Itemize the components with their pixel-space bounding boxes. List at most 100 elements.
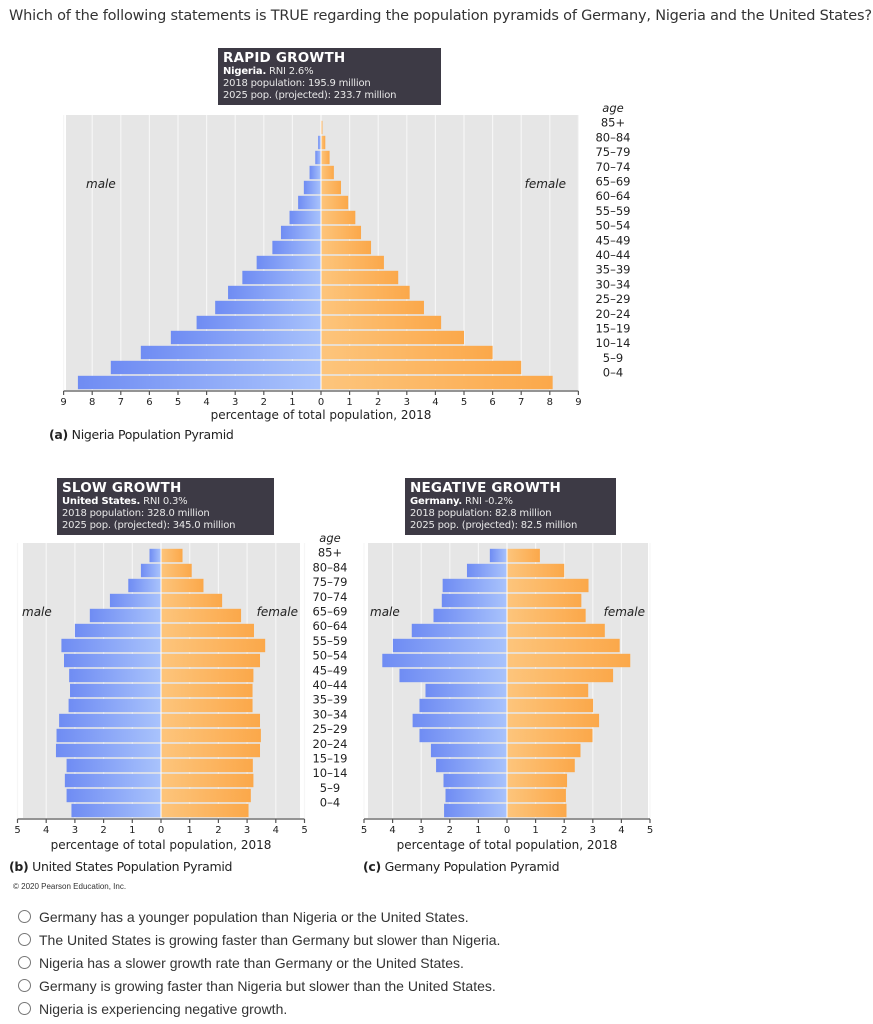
bar-male-75-79	[442, 578, 507, 593]
bar-male-45-49	[69, 668, 161, 683]
us-pop-2025: 2025 pop. (projected): 345.0 million	[62, 520, 236, 531]
bar-female-0-4	[321, 375, 553, 390]
age-label: 35–39	[595, 263, 630, 277]
x-tick-label: 5	[14, 825, 20, 836]
age-label: 75–79	[312, 575, 347, 589]
radio-button[interactable]	[18, 933, 31, 946]
bar-male-70-74	[109, 593, 161, 608]
bar-male-45-49	[399, 668, 507, 683]
option-label: Germany has a younger population than Ni…	[39, 908, 469, 925]
female-label: female	[604, 605, 645, 619]
bar-female-25-29	[161, 728, 261, 743]
bar-male-30-34	[59, 713, 161, 728]
age-label: 5–9	[320, 781, 340, 795]
radio-button[interactable]	[18, 910, 31, 923]
bar-female-80-84	[161, 563, 192, 578]
radio-button[interactable]	[18, 1002, 31, 1015]
x-tick-label: 1	[475, 825, 481, 836]
option-label: Germany is growing faster than Nigeria b…	[39, 977, 496, 994]
bar-male-35-39	[68, 698, 161, 713]
bar-female-50-54	[161, 653, 261, 668]
x-tick-label: 5	[647, 825, 653, 836]
age-label: 75–79	[595, 145, 630, 159]
bar-male-40-44	[256, 255, 321, 270]
bar-male-55-59	[61, 638, 162, 653]
age-label: 70–74	[312, 590, 347, 604]
bar-male-85+	[489, 548, 507, 563]
bar-male-10-14	[64, 773, 161, 788]
population-pyramids-figure: 9 8 7 6 5 4 3 2 1 0 1 2 3 4 5 6 7 8 9 percentage of total p…	[9, 48, 653, 891]
bar-female-50-54	[321, 225, 362, 240]
nigeria-growth-title: RAPID GROWTH	[223, 50, 346, 66]
age-label: 25–29	[312, 722, 347, 736]
bar-female-55-59	[507, 638, 620, 653]
male-label: male	[22, 605, 52, 619]
bar-female-70-74	[321, 165, 334, 180]
bar-female-40-44	[161, 683, 253, 698]
bar-female-65-69	[321, 180, 342, 195]
bar-female-20-24	[321, 315, 442, 330]
x-tick-label: 7	[518, 397, 524, 408]
bar-female-65-69	[507, 608, 586, 623]
bar-female-30-34	[507, 713, 600, 728]
nigeria-pop-2025: 2025 pop. (projected): 233.7 million	[223, 90, 397, 101]
bar-female-5-9	[161, 788, 251, 803]
bar-female-45-49	[507, 668, 614, 683]
bar-male-15-19	[170, 330, 321, 345]
us-caption-text: United States Population Pyramid	[32, 859, 233, 874]
answer-option-2[interactable]: The United States is growing faster than…	[18, 928, 500, 951]
bar-male-70-74	[309, 165, 321, 180]
germany-pop-2025: 2025 pop. (projected): 82.5 million	[410, 520, 578, 531]
bar-male-80-84	[318, 135, 321, 150]
x-tick-label: 2	[375, 397, 381, 408]
bar-female-15-19	[321, 330, 464, 345]
bar-female-65-69	[161, 608, 242, 623]
bar-female-0-4	[507, 803, 567, 818]
bar-male-30-34	[228, 285, 321, 300]
age-label: 50–54	[312, 649, 347, 663]
bar-male-5-9	[66, 788, 161, 803]
us-pyramid-chart: 5 4 3 2 1 0 1 2 3 4 5 percentage of total populatio…	[14, 531, 347, 852]
x-tick-label: 2	[261, 397, 267, 408]
answer-option-5[interactable]: Nigeria is experiencing negative growth.	[18, 997, 500, 1020]
germany-caption-prefix: (c)	[363, 859, 381, 874]
nigeria-caption-prefix: (a)	[49, 427, 68, 442]
answer-option-1[interactable]: Germany has a younger population than Ni…	[18, 905, 500, 928]
bar-female-25-29	[321, 300, 424, 315]
bar-male-35-39	[419, 698, 507, 713]
x-tick-label: 3	[232, 397, 238, 408]
bar-male-40-44	[425, 683, 507, 698]
bar-female-45-49	[321, 240, 372, 255]
germany-caption-text: Germany Population Pyramid	[384, 859, 560, 874]
bar-male-80-84	[140, 563, 161, 578]
x-tick-label: 3	[404, 397, 410, 408]
radio-button[interactable]	[18, 956, 31, 969]
bar-female-70-74	[161, 593, 223, 608]
age-label: 60–64	[595, 189, 630, 203]
age-label: 45–49	[312, 663, 347, 677]
answer-option-3[interactable]: Nigeria has a slower growth rate than Ge…	[18, 951, 500, 974]
bar-male-50-54	[63, 653, 161, 668]
age-label: 35–39	[312, 693, 347, 707]
answer-option-4[interactable]: Germany is growing faster than Nigeria b…	[18, 974, 500, 997]
age-column-header: age	[602, 101, 623, 115]
us-country: United States.	[62, 496, 141, 507]
x-tick-label: 9	[60, 397, 66, 408]
pyramids-svg: 9 8 7 6 5 4 3 2 1 0 1 2 3 4 5 6 7 8 9 percentage of total p…	[14, 101, 653, 852]
option-label: The United States is growing faster than…	[39, 931, 501, 948]
bar-male-60-64	[74, 623, 161, 638]
bar-female-80-84	[321, 135, 326, 150]
age-label: 60–64	[312, 619, 347, 633]
bar-male-20-24	[55, 743, 161, 758]
age-column-header: age	[319, 531, 340, 545]
bar-male-25-29	[215, 300, 321, 315]
bar-female-75-79	[161, 578, 204, 593]
answer-options: Germany has a younger population than Ni…	[18, 905, 500, 1020]
bar-male-20-24	[430, 743, 507, 758]
x-axis-title: percentage of total population, 2018	[397, 838, 618, 852]
bar-female-55-59	[161, 638, 266, 653]
x-tick-label: 7	[118, 397, 124, 408]
radio-button[interactable]	[18, 979, 31, 992]
age-label: 85+	[601, 116, 625, 130]
germany-country: Germany.	[410, 496, 463, 507]
